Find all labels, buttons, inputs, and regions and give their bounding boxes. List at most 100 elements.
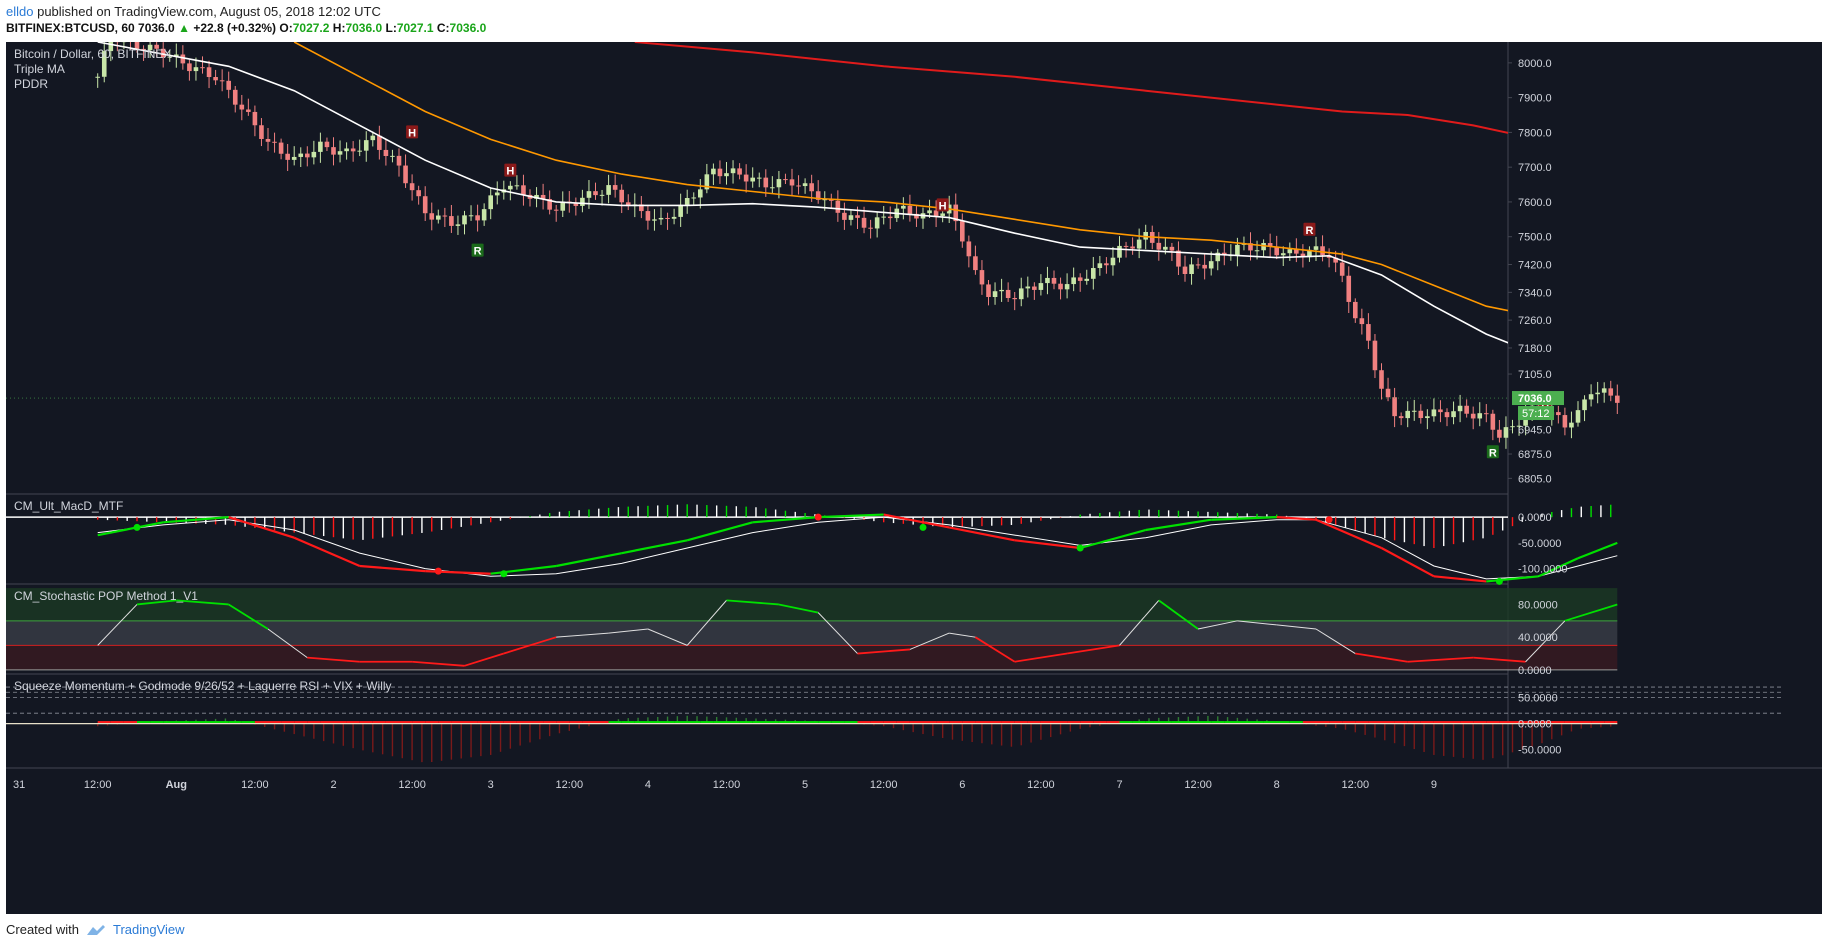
- stochastic-line-segment: [464, 652, 505, 667]
- publish-line: elldo published on TradingView.com, Augu…: [6, 4, 381, 19]
- stochastic-line-segment: [949, 632, 976, 638]
- price-legend-line: Triple MA: [14, 62, 65, 76]
- candle-body: [318, 141, 323, 152]
- candle-body: [586, 191, 592, 198]
- stochastic-line-segment: [726, 599, 779, 606]
- candle-body: [815, 191, 821, 200]
- candle-body: [612, 185, 618, 190]
- candle-body: [232, 89, 238, 105]
- candle-body: [1575, 410, 1581, 423]
- macd-line-segment: [359, 564, 426, 573]
- time-axis: 31 12:00 Aug 12:00 2 12:00 3 12:00 4 12:00 5 12:00 6…: [13, 779, 1437, 791]
- candle-body: [449, 216, 454, 226]
- candle-body: [1359, 318, 1365, 325]
- candle-body: [1064, 284, 1070, 290]
- macd-line-segment: [1538, 557, 1579, 578]
- candle-body: [1280, 253, 1286, 256]
- time-tick-label: 8: [1274, 779, 1280, 791]
- candle-body: [1025, 286, 1031, 289]
- oversold-zone: [6, 645, 1618, 670]
- macd-line-segment: [686, 521, 753, 542]
- candle-body: [324, 141, 330, 148]
- candle-body: [383, 149, 389, 157]
- candle-body: [403, 165, 408, 184]
- candle-body: [822, 199, 828, 201]
- candle-body: [1451, 411, 1456, 418]
- price-tick-label: 8000.0: [1518, 58, 1552, 70]
- time-tick-label: 12:00: [1342, 779, 1370, 791]
- candle-body: [187, 63, 192, 72]
- candle-body: [914, 213, 919, 219]
- pddr-marker: [471, 243, 484, 257]
- candle-body: [1372, 340, 1378, 371]
- candle-body: [154, 44, 159, 49]
- candle-body: [1117, 245, 1122, 258]
- macd-line-segment: [555, 552, 622, 568]
- candle-body: [239, 104, 245, 110]
- candle-body: [1005, 289, 1011, 299]
- price-pane: HHRHRHRBitcoin / Dollar, 60, BITFINEXTri…: [6, 25, 1620, 485]
- open-label: O:: [279, 21, 293, 35]
- macd-cross-dot: [1325, 516, 1333, 524]
- candle-body: [1058, 283, 1063, 290]
- candle-body: [200, 67, 205, 69]
- candle-body: [521, 185, 526, 195]
- squeeze-tick-label: 50.0000: [1518, 693, 1558, 705]
- candle-body: [1156, 242, 1162, 250]
- author-link[interactable]: elldo: [6, 4, 34, 19]
- candle-body: [986, 284, 991, 297]
- price-tick-label: 7340.0: [1518, 287, 1552, 299]
- candle-body: [665, 217, 670, 219]
- candle-body: [416, 190, 421, 197]
- candle-body: [422, 196, 428, 214]
- candle-body: [1392, 397, 1397, 417]
- chart-area[interactable]: HHRHRHRBitcoin / Dollar, 60, BITFINEXTri…: [6, 25, 1822, 914]
- candle-body: [1353, 301, 1358, 319]
- candle-body: [1339, 262, 1345, 276]
- candle-body: [560, 201, 566, 211]
- candle-body: [855, 215, 860, 218]
- neutral-zone: [6, 620, 1618, 646]
- candle-body: [1189, 264, 1194, 274]
- stochastic-line-segment: [1315, 628, 1356, 654]
- macd-line-segment: [1276, 516, 1317, 521]
- stochastic-line-segment: [909, 632, 950, 650]
- stochastic-line-segment: [1197, 620, 1238, 630]
- candle-body: [206, 67, 212, 78]
- candle-body: [442, 215, 448, 217]
- candle-body: [147, 44, 153, 51]
- candle-body: [1398, 416, 1404, 419]
- stochastic-line-segment: [136, 599, 177, 606]
- stochastic-line-segment: [97, 604, 138, 646]
- candle-body: [350, 148, 356, 152]
- candle-body: [999, 289, 1004, 292]
- candle-body: [396, 155, 402, 166]
- macd-tick-label: -50.0000: [1518, 538, 1561, 550]
- chart-canvas[interactable]: HHRHRHRBitcoin / Dollar, 60, BITFINEXTri…: [6, 25, 1822, 914]
- candle-body: [901, 205, 906, 209]
- price-tick-label: 7260.0: [1518, 315, 1552, 327]
- tradingview-link[interactable]: TradingView: [112, 922, 185, 937]
- macd-line-segment: [752, 516, 819, 524]
- candle-body: [1346, 275, 1352, 302]
- candle-body: [1222, 252, 1227, 256]
- macd-cross-dot: [133, 523, 141, 531]
- candle-body: [1176, 250, 1181, 267]
- candle-body: [1202, 264, 1207, 269]
- candle-body: [861, 217, 867, 228]
- price-tag-label: 7036.0: [1518, 393, 1552, 405]
- price-legend-line: PDDR: [14, 77, 48, 91]
- candle-body: [874, 217, 880, 229]
- macd-line-segment: [818, 513, 884, 519]
- candle-body: [1510, 426, 1515, 428]
- candle-body: [1018, 288, 1024, 300]
- candle-body: [508, 185, 513, 190]
- stochastic-line-segment: [267, 628, 308, 659]
- candle-body: [1484, 413, 1489, 415]
- candle-body: [1418, 410, 1424, 419]
- candle-body: [1143, 231, 1148, 240]
- candle-body: [344, 148, 349, 152]
- candle-body: [141, 48, 146, 51]
- candle-body: [979, 270, 985, 285]
- candle-body: [1438, 409, 1443, 413]
